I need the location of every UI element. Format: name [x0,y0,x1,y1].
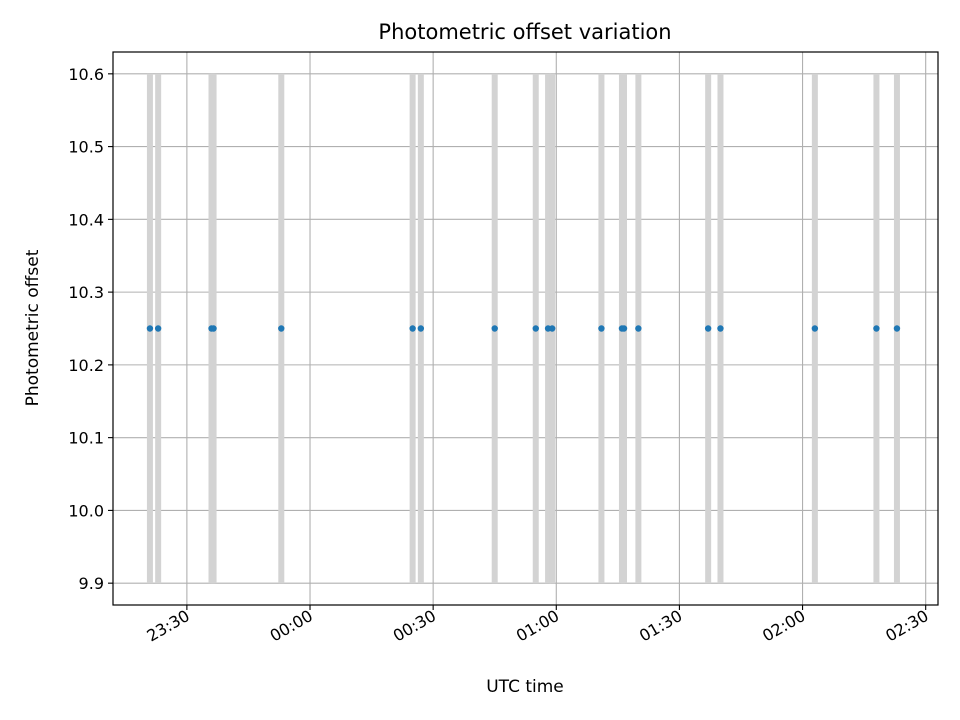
y-tick-label: 10.4 [68,210,104,229]
y-tick-label: 10.1 [68,429,104,448]
offset-points [146,325,901,332]
data-point [811,325,819,332]
y-tick-label: 9.9 [79,574,104,593]
data-point [532,325,539,332]
data-point [704,325,712,332]
data-point [548,325,556,332]
chart-title: Photometric offset variation [378,20,671,44]
data-point [417,325,425,332]
data-point [154,325,162,332]
data-point [146,325,154,332]
y-tick-label: 10.6 [68,65,104,84]
data-point [598,325,605,332]
data-point [491,325,498,332]
y-axis-label: Photometric offset [23,249,43,406]
y-tick-label: 10.2 [68,356,104,375]
data-point [873,325,880,332]
grid [113,52,938,605]
data-point [717,325,724,332]
data-point [620,325,628,332]
x-axis-label: UTC time [486,677,564,697]
plot-frame [112,51,939,606]
data-point [210,325,217,332]
data-point [278,325,285,332]
y-tick-label: 10.3 [68,283,104,302]
data-point [635,325,642,332]
data-point [409,325,416,332]
y-tick-label: 10.5 [68,138,104,157]
data-point [893,325,901,332]
y-tick-label: 10.0 [68,501,104,520]
